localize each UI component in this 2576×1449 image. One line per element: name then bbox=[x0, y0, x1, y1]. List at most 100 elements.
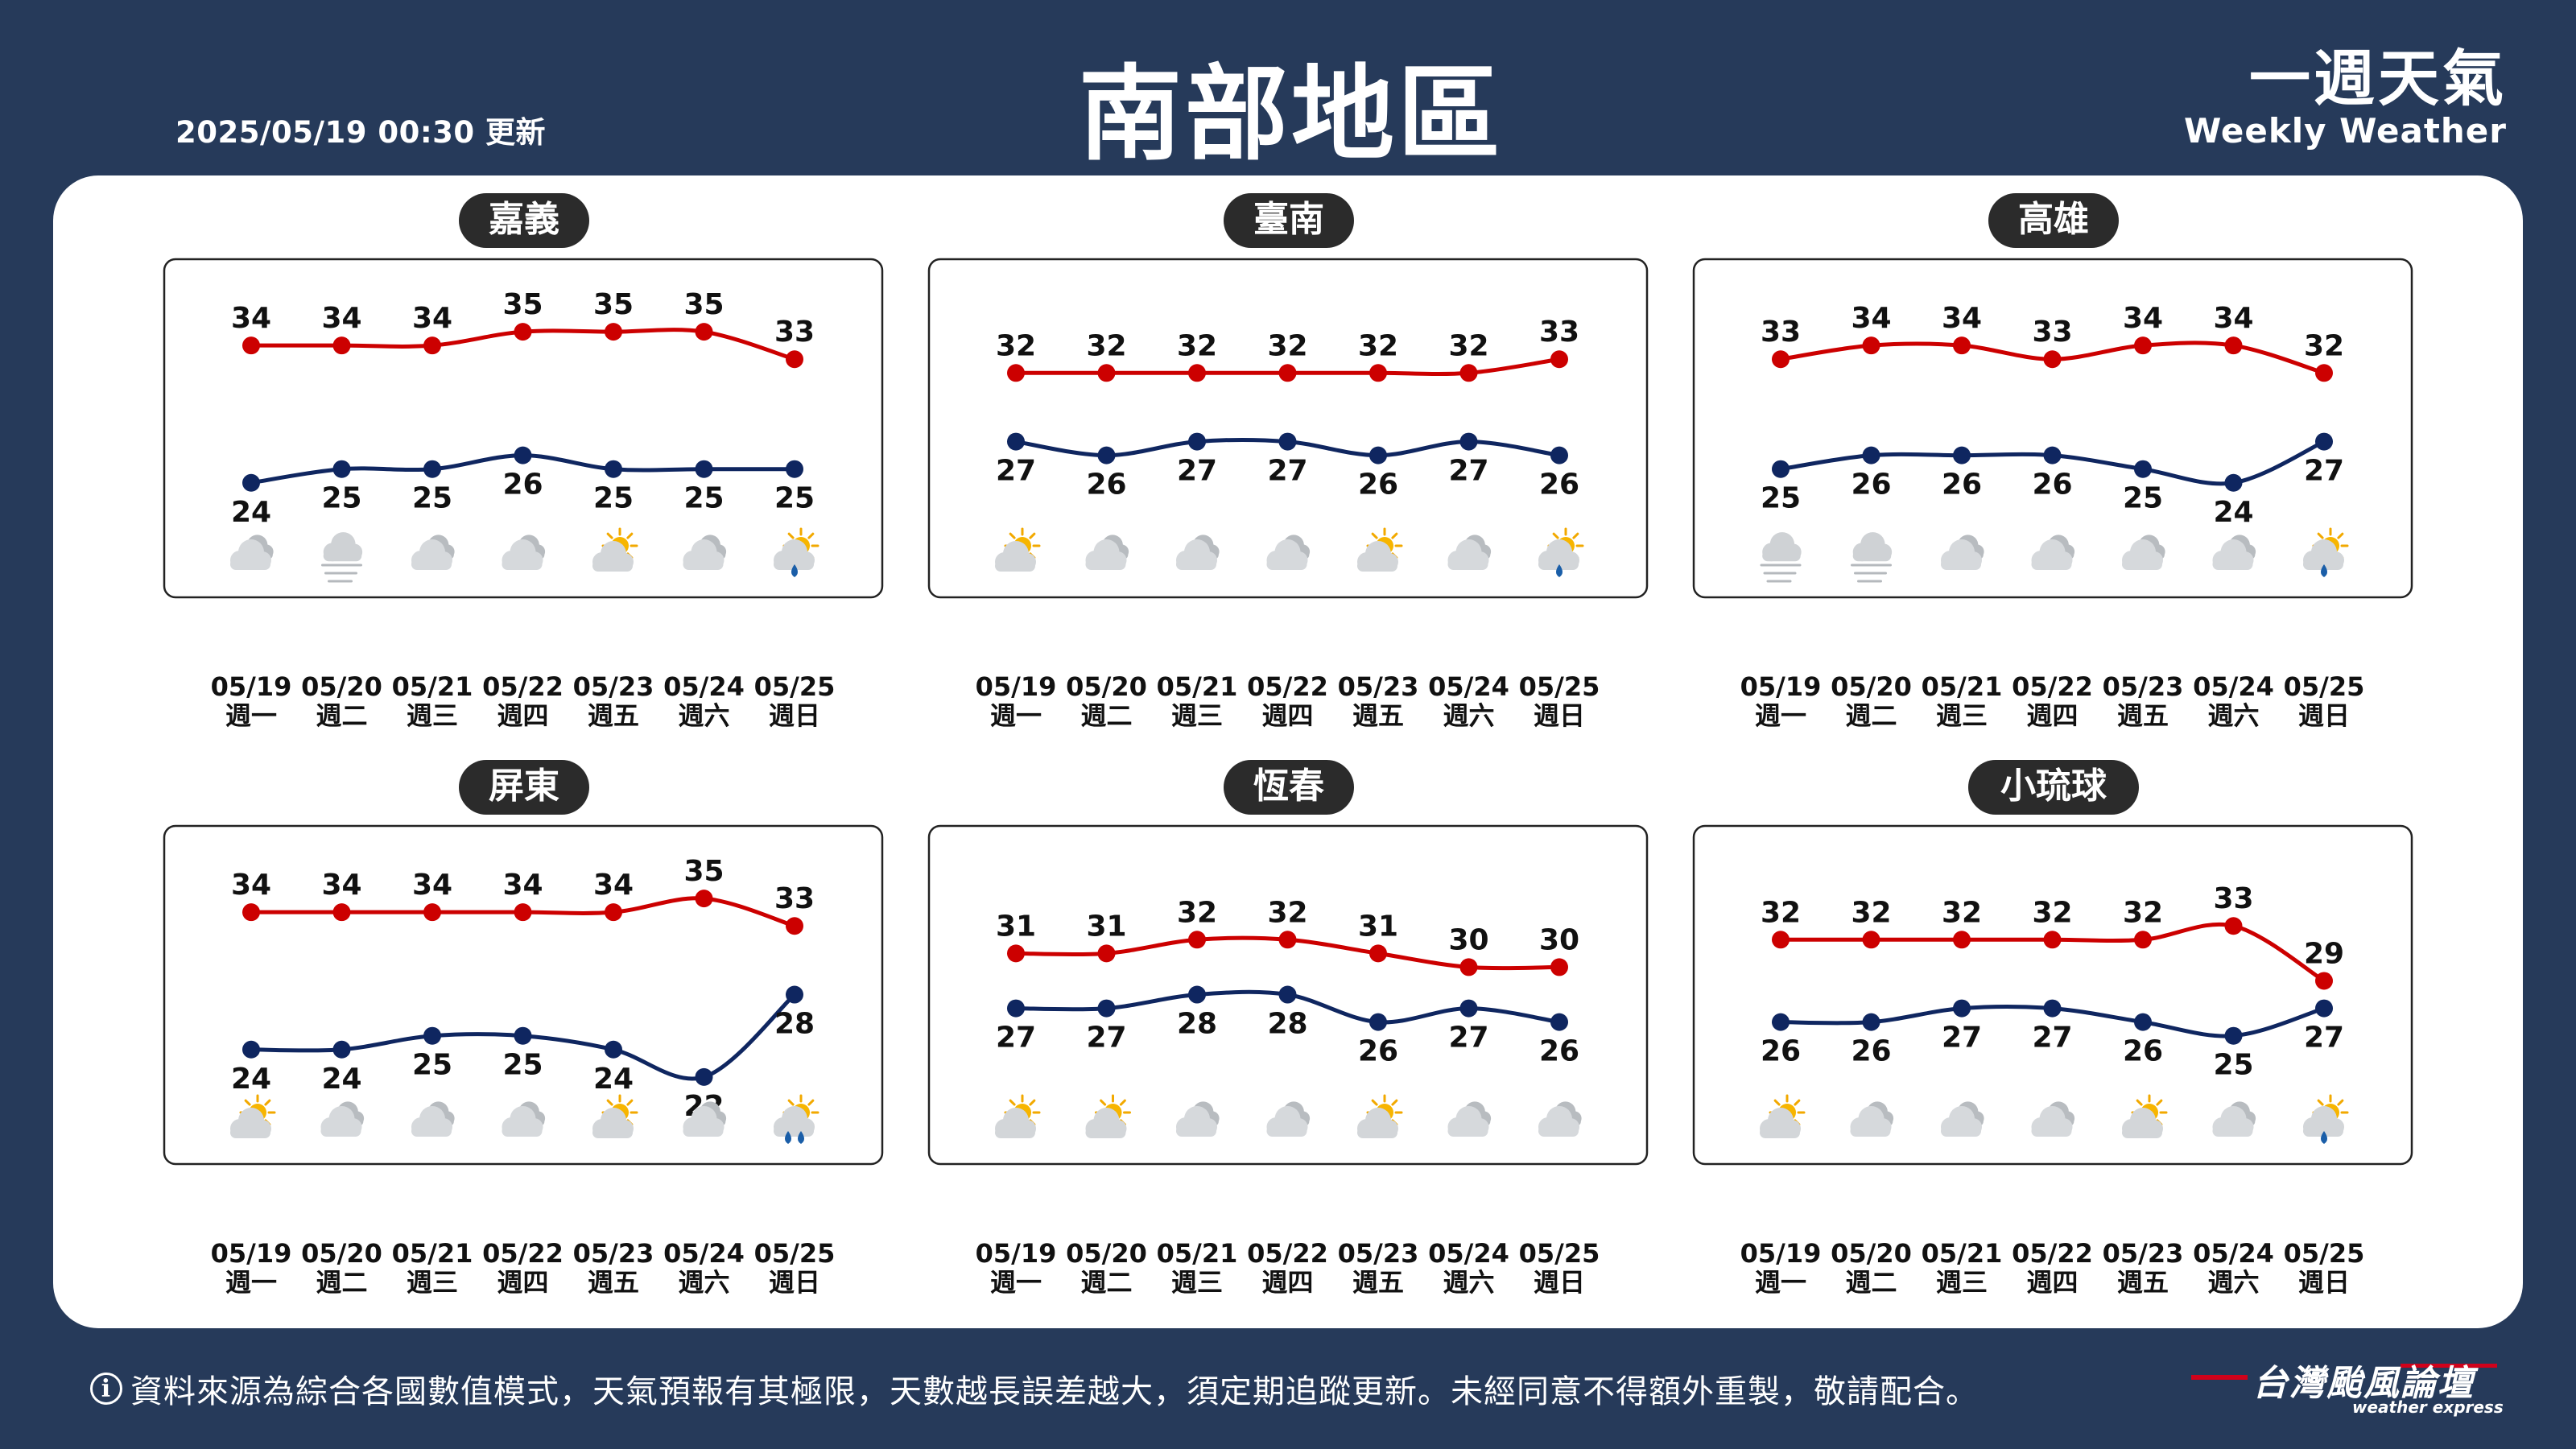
high-temp-label: 29 bbox=[2304, 937, 2344, 970]
date-tick-label: 05/19 bbox=[1740, 1238, 1822, 1269]
station-chart-pingtung: 屏東343434343435332424252524222805/19週一05/… bbox=[163, 760, 884, 1298]
high-temp-label: 35 bbox=[683, 288, 724, 321]
high-temp-point bbox=[2315, 364, 2333, 382]
low-temp-point bbox=[1953, 446, 1971, 464]
date-tick-label: 05/20 bbox=[301, 1238, 382, 1269]
high-temp-point bbox=[2224, 336, 2243, 355]
date-tick-label: 05/24 bbox=[1428, 1238, 1509, 1269]
date-tick-label: 05/22 bbox=[1247, 671, 1328, 702]
low-temp-point bbox=[2043, 999, 2062, 1018]
low-temp-point bbox=[1097, 999, 1116, 1018]
date-tick-label: 05/24 bbox=[663, 671, 745, 702]
low-temp-label: 28 bbox=[1267, 1008, 1307, 1041]
low-temp-point bbox=[2224, 473, 2243, 492]
low-temp-point bbox=[1459, 999, 1478, 1018]
cloudy-icon bbox=[2212, 1101, 2256, 1137]
low-temp-label: 25 bbox=[1761, 482, 1801, 515]
weekday-tick-label: 週四 bbox=[497, 1267, 548, 1298]
low-temp-point bbox=[1278, 432, 1297, 451]
high-temp-label: 34 bbox=[231, 869, 271, 902]
high-temp-point bbox=[1278, 931, 1297, 949]
weekday-tick-label: 週三 bbox=[1171, 1267, 1223, 1298]
date-tick-label: 05/19 bbox=[976, 1238, 1057, 1269]
low-temp-point bbox=[2315, 999, 2333, 1018]
high-temp-point bbox=[332, 903, 351, 922]
low-temp-label: 24 bbox=[321, 1063, 361, 1096]
cloudy-icon bbox=[230, 535, 274, 570]
low-temp-point bbox=[1550, 1013, 1568, 1031]
date-tick-label: 05/21 bbox=[1922, 1238, 2003, 1269]
low-temp-label: 27 bbox=[1942, 1022, 1982, 1055]
publisher-logo: 台灣颱風論壇 weather express bbox=[2191, 1352, 2513, 1417]
high-temp-label: 34 bbox=[231, 302, 271, 335]
high-temp-point bbox=[242, 336, 260, 355]
cloudy-icon bbox=[1266, 535, 1311, 570]
weekday-tick-label: 週日 bbox=[1534, 700, 1585, 731]
high-temp-point bbox=[1550, 958, 1568, 976]
station-title: 臺南 bbox=[1253, 199, 1324, 240]
high-temp-point bbox=[695, 890, 713, 908]
low-temp-label: 26 bbox=[2123, 1035, 2163, 1068]
low-temp-point bbox=[423, 460, 441, 478]
station-title: 嘉義 bbox=[489, 199, 559, 240]
partly-sunny-icon bbox=[592, 527, 638, 572]
high-temp-label: 32 bbox=[1761, 896, 1801, 929]
date-tick-label: 05/21 bbox=[392, 671, 473, 702]
plot-frame bbox=[1692, 824, 2413, 1166]
weekday-tick-label: 週二 bbox=[1845, 1267, 1897, 1298]
page-title: 南部地區 bbox=[1079, 55, 1505, 175]
date-tick-label: 05/23 bbox=[2103, 671, 2184, 702]
low-temp-point bbox=[1459, 432, 1478, 451]
high-temp-point bbox=[1097, 364, 1116, 382]
date-tick-label: 05/24 bbox=[1428, 671, 1509, 702]
low-temp-point bbox=[605, 1040, 622, 1059]
high-temp-label: 32 bbox=[2032, 896, 2072, 929]
date-tick-label: 05/25 bbox=[2284, 671, 2365, 702]
weekday-tick-label: 週三 bbox=[1171, 700, 1223, 731]
low-temp-label: 27 bbox=[1267, 455, 1307, 488]
weekday-tick-label: 週二 bbox=[1845, 700, 1897, 731]
low-temp-label: 28 bbox=[1177, 1008, 1217, 1041]
low-temp-point bbox=[1772, 1013, 1790, 1031]
high-temp-label: 33 bbox=[1539, 316, 1579, 349]
high-temp-point bbox=[1862, 931, 1880, 949]
high-temp-label: 34 bbox=[412, 302, 452, 335]
date-tick-label: 05/22 bbox=[2012, 671, 2093, 702]
high-temp-label: 34 bbox=[1851, 302, 1891, 335]
date-tick-label: 05/23 bbox=[573, 671, 654, 702]
low-temp-label: 25 bbox=[683, 482, 724, 515]
logo-stripe bbox=[2191, 1375, 2248, 1380]
station-title-pill bbox=[459, 193, 589, 248]
high-temp-label: 32 bbox=[996, 329, 1036, 362]
high-temp-point bbox=[1369, 364, 1387, 382]
cloudy-icon bbox=[1176, 535, 1220, 570]
high-temp-label: 30 bbox=[1539, 923, 1579, 956]
weekday-tick-label: 週四 bbox=[1261, 700, 1313, 731]
high-temp-label: 32 bbox=[1358, 329, 1398, 362]
low-temp-label: 26 bbox=[1358, 1035, 1398, 1068]
station-title-pill bbox=[1224, 193, 1354, 248]
weekday-tick-label: 週二 bbox=[1080, 700, 1132, 731]
high-temp-point bbox=[514, 323, 532, 341]
station-title: 屏東 bbox=[489, 766, 559, 807]
cloudy-icon bbox=[411, 535, 455, 570]
weekday-tick-label: 週四 bbox=[2026, 1267, 2078, 1298]
sun-rain-icon bbox=[2303, 1094, 2349, 1144]
high-temp-point bbox=[695, 323, 713, 341]
low-temp-point bbox=[242, 473, 260, 492]
high-temp-label: 31 bbox=[1086, 910, 1126, 943]
low-temp-point bbox=[514, 1026, 532, 1045]
cloudy-icon bbox=[1850, 1101, 1894, 1137]
low-temp-label: 26 bbox=[1942, 469, 1982, 502]
low-temp-label: 27 bbox=[996, 1022, 1036, 1055]
low-temp-point bbox=[2043, 446, 2062, 464]
high-temp-point bbox=[1007, 364, 1025, 382]
high-temp-point bbox=[1953, 931, 1971, 949]
high-temp-label: 33 bbox=[1761, 316, 1801, 349]
low-temp-label: 26 bbox=[2032, 469, 2072, 502]
logo-stripe-top bbox=[2401, 1364, 2497, 1368]
cloudy-icon bbox=[411, 1101, 455, 1137]
high-temp-label: 31 bbox=[1358, 910, 1398, 943]
high-temp-label: 35 bbox=[683, 855, 724, 888]
